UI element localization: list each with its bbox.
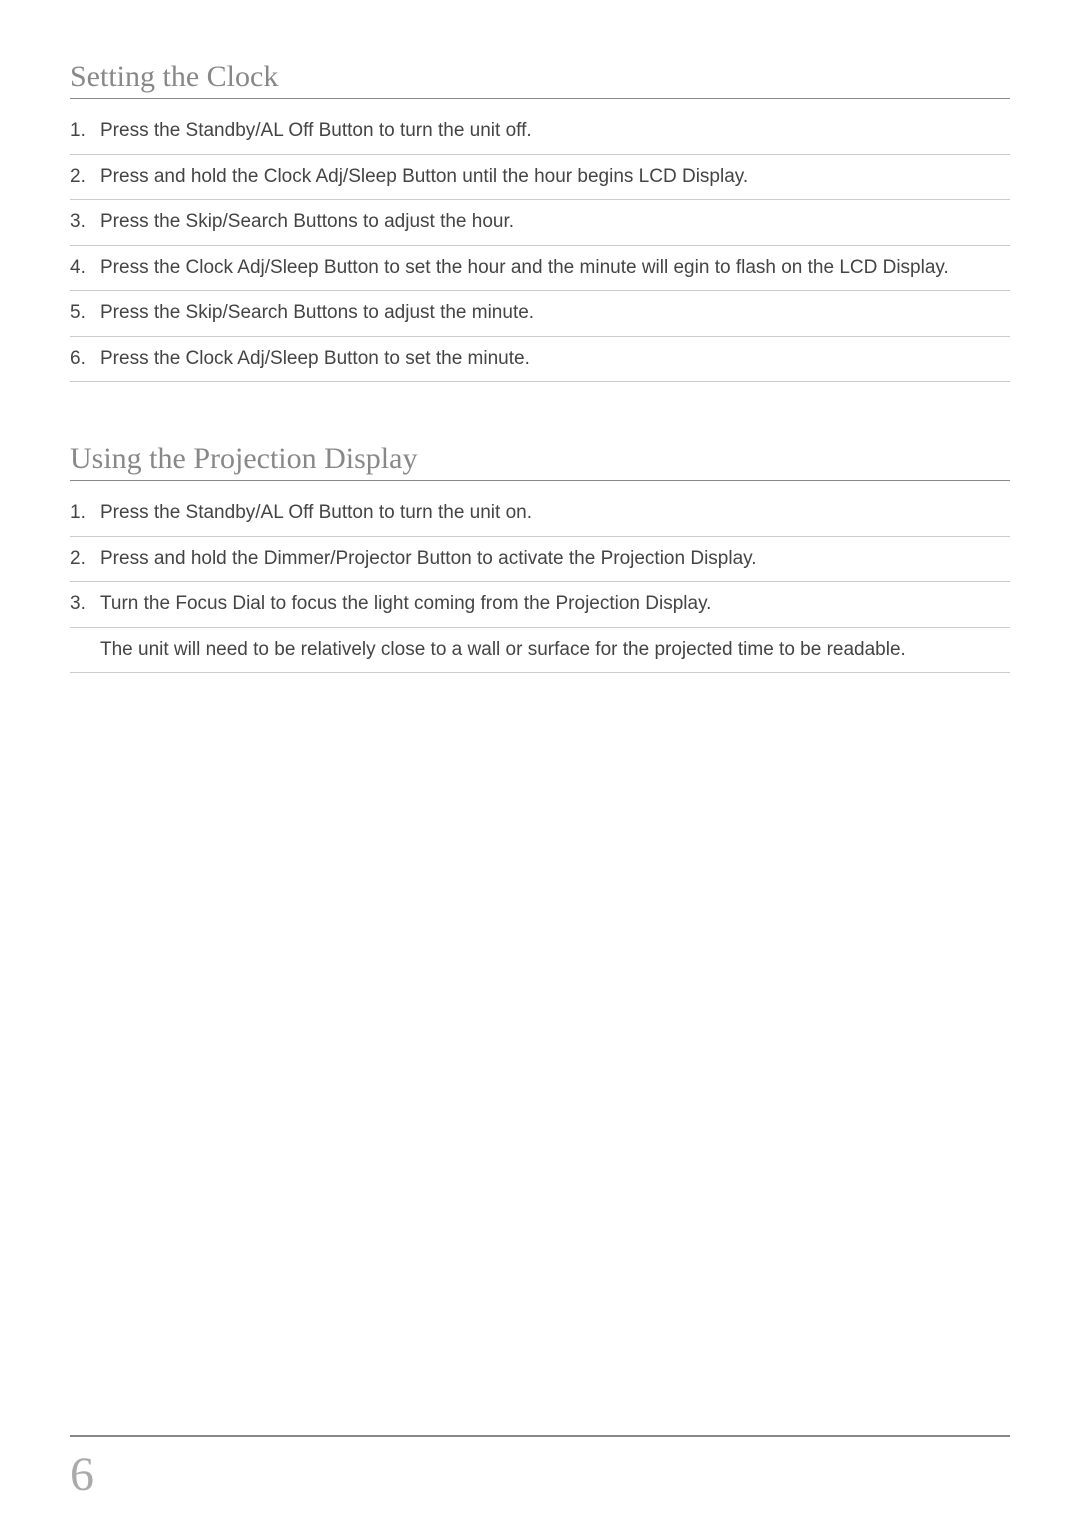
- section-heading-clock: Setting the Clock: [70, 60, 1010, 99]
- step-item: 3. Press the Skip/Search Buttons to adju…: [70, 200, 1010, 246]
- step-item: 1. Press the Standby/AL Off Button to tu…: [70, 491, 1010, 537]
- step-number: 5.: [70, 299, 100, 328]
- page-number: 6: [70, 1447, 1010, 1502]
- step-text: Press and hold the Dimmer/Projector Butt…: [100, 545, 1010, 574]
- step-text: Press the Clock Adj/Sleep Button to set …: [100, 254, 1010, 283]
- step-text: Turn the Focus Dial to focus the light c…: [100, 590, 1010, 619]
- projection-steps-list: 1. Press the Standby/AL Off Button to tu…: [70, 491, 1010, 628]
- step-number: 2.: [70, 163, 100, 192]
- section-heading-projection: Using the Projection Display: [70, 442, 1010, 481]
- step-number: 1.: [70, 117, 100, 146]
- step-item: 5. Press the Skip/Search Buttons to adju…: [70, 291, 1010, 337]
- step-text: Press the Skip/Search Buttons to adjust …: [100, 208, 1010, 237]
- step-text: Press and hold the Clock Adj/Sleep Butto…: [100, 163, 1010, 192]
- step-item: 6. Press the Clock Adj/Sleep Button to s…: [70, 337, 1010, 383]
- step-text: Press the Skip/Search Buttons to adjust …: [100, 299, 1010, 328]
- step-text: Press the Standby/AL Off Button to turn …: [100, 499, 1010, 528]
- step-number: 6.: [70, 345, 100, 374]
- clock-steps-list: 1. Press the Standby/AL Off Button to tu…: [70, 109, 1010, 382]
- step-item: 2. Press and hold the Clock Adj/Sleep Bu…: [70, 155, 1010, 201]
- step-number: 2.: [70, 545, 100, 574]
- step-text: Press the Clock Adj/Sleep Button to set …: [100, 345, 1010, 374]
- step-item: 2. Press and hold the Dimmer/Projector B…: [70, 537, 1010, 583]
- step-number: 3.: [70, 208, 100, 237]
- step-item: 3. Turn the Focus Dial to focus the ligh…: [70, 582, 1010, 628]
- projection-note: The unit will need to be relatively clos…: [70, 628, 1010, 674]
- step-text: Press the Standby/AL Off Button to turn …: [100, 117, 1010, 146]
- step-item: 4. Press the Clock Adj/Sleep Button to s…: [70, 246, 1010, 292]
- step-number: 4.: [70, 254, 100, 283]
- step-item: 1. Press the Standby/AL Off Button to tu…: [70, 109, 1010, 155]
- step-number: 1.: [70, 499, 100, 528]
- step-number: 3.: [70, 590, 100, 619]
- page-footer: 6: [70, 1435, 1010, 1502]
